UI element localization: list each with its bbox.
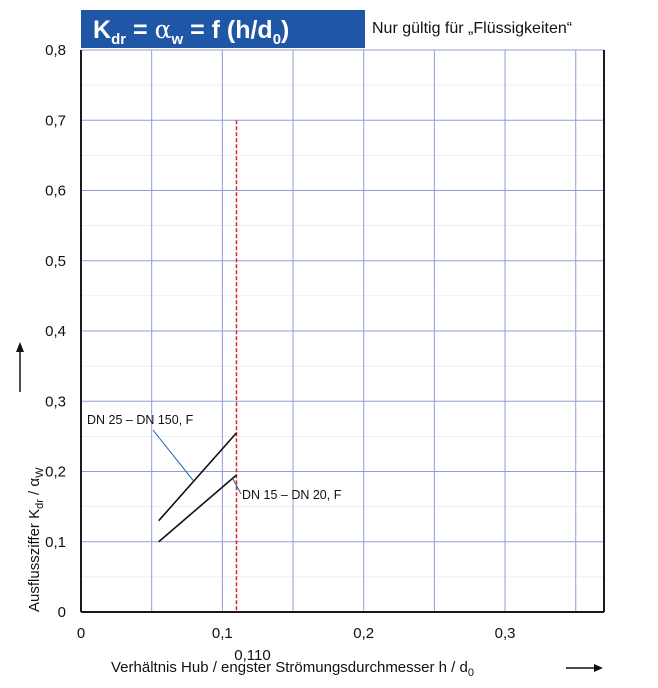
x-tick-label: 0	[77, 625, 85, 642]
series-leader-line	[232, 478, 242, 495]
series-line	[158, 474, 238, 543]
series-leader-line	[152, 429, 195, 482]
y-tick-label: 0,2	[45, 464, 66, 481]
series-label: DN 25 – DN 150, F	[87, 413, 194, 427]
y-tick-label: 0,6	[45, 183, 66, 200]
y-tick-label: 0,3	[45, 393, 66, 410]
x-tick-label: 0,2	[353, 625, 374, 642]
reference-line-label: 0,110	[234, 647, 270, 664]
y-axis-arrow	[16, 342, 24, 392]
chart-title-box	[81, 10, 365, 48]
series-line	[158, 432, 238, 522]
y-tick-labels: 0 0,1 0,2 0,3 0,4 0,5 0,6 0,7 0,8	[45, 42, 66, 621]
y-axis-title: Ausflussziffer Kdr / αW	[26, 467, 46, 612]
y-tick-label: 0	[58, 604, 66, 621]
y-axis-label: Ausflussziffer Kdr / αW	[26, 467, 46, 612]
y-tick-label: 0,7	[45, 112, 66, 129]
chart-subtitle: Nur gültig für „Flüssigkeiten“	[372, 20, 572, 37]
x-tick-label: 0,3	[495, 625, 516, 642]
x-axis-arrow	[566, 664, 603, 672]
chart-title: Kdr = αw = f (h/d0)	[93, 15, 289, 48]
y-tick-label: 0,4	[45, 323, 66, 340]
x-tick-labels: 0 0,1 0,2 0,3	[77, 625, 516, 642]
series-group	[158, 432, 238, 543]
y-tick-label: 0,8	[45, 42, 66, 59]
axes	[80, 50, 605, 613]
x-axis-label: Verhältnis Hub / engster Strömungsdurchm…	[111, 659, 474, 679]
x-tick-label: 0,1	[212, 625, 233, 642]
series-label: DN 15 – DN 20, F	[242, 488, 342, 502]
reference-line-group: 0,110	[234, 120, 271, 664]
y-tick-label: 0,1	[45, 534, 66, 551]
y-tick-label: 0,5	[45, 253, 66, 270]
grid	[81, 49, 604, 612]
